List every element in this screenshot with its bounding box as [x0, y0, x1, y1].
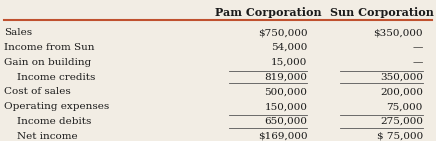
Text: Sun Corporation: Sun Corporation	[330, 7, 433, 18]
Text: Income debits: Income debits	[17, 117, 92, 126]
Text: Income from Sun: Income from Sun	[4, 43, 95, 52]
Text: —: —	[412, 58, 423, 67]
Text: Net income: Net income	[17, 132, 78, 141]
Text: 54,000: 54,000	[271, 43, 307, 52]
Text: Gain on building: Gain on building	[4, 58, 92, 67]
Text: 150,000: 150,000	[264, 102, 307, 111]
Text: 650,000: 650,000	[264, 117, 307, 126]
Text: Cost of sales: Cost of sales	[4, 87, 71, 96]
Text: 500,000: 500,000	[264, 87, 307, 96]
Text: Pam Corporation: Pam Corporation	[215, 7, 321, 18]
Text: 75,000: 75,000	[387, 102, 423, 111]
Text: Income credits: Income credits	[17, 73, 96, 82]
Text: 819,000: 819,000	[264, 73, 307, 82]
Text: 350,000: 350,000	[380, 73, 423, 82]
Text: $169,000: $169,000	[258, 132, 307, 141]
Text: 275,000: 275,000	[380, 117, 423, 126]
Text: $ 75,000: $ 75,000	[377, 132, 423, 141]
Text: Operating expenses: Operating expenses	[4, 102, 109, 111]
Text: $350,000: $350,000	[373, 28, 423, 37]
Text: 200,000: 200,000	[380, 87, 423, 96]
Text: $750,000: $750,000	[258, 28, 307, 37]
Text: Sales: Sales	[4, 28, 33, 37]
Text: —: —	[412, 43, 423, 52]
Text: 15,000: 15,000	[271, 58, 307, 67]
